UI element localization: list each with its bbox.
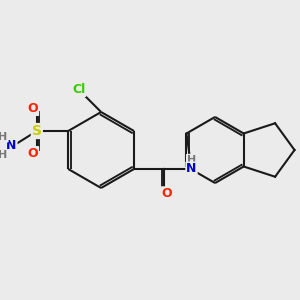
Text: O: O (28, 147, 38, 160)
Text: O: O (28, 102, 38, 115)
Text: O: O (162, 187, 172, 200)
Text: S: S (32, 124, 42, 138)
Text: H: H (0, 150, 8, 160)
Text: H: H (0, 132, 8, 142)
Text: H: H (187, 155, 196, 165)
Text: N: N (186, 163, 197, 176)
Text: N: N (6, 140, 16, 152)
Text: Cl: Cl (72, 83, 85, 96)
